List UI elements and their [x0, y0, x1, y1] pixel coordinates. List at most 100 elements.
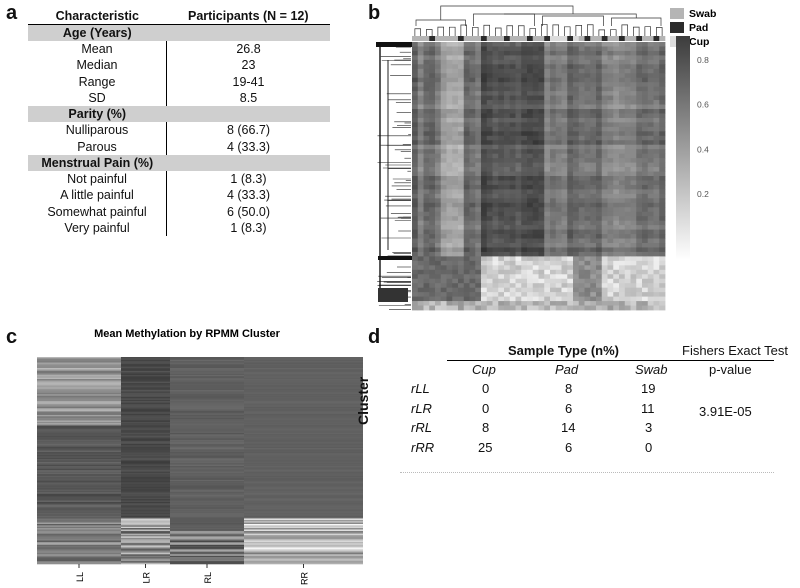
heatmap-cell — [630, 167, 637, 172]
heatmap-cell — [619, 144, 626, 150]
heatmap-cell — [452, 251, 459, 257]
heatmap-cell — [37, 468, 121, 471]
heatmap-cell — [440, 158, 447, 163]
heatmap-cell — [244, 485, 363, 488]
heatmap-cell — [653, 158, 660, 163]
heatmap-cell — [607, 207, 614, 213]
heatmap-cell — [515, 131, 522, 137]
heatmap-cell — [452, 91, 459, 96]
heatmap-cell — [630, 86, 637, 92]
heatmap-cell — [121, 428, 170, 431]
heatmap-cell — [532, 171, 539, 177]
heatmap-cell — [440, 55, 447, 61]
heatmap-cell — [492, 158, 499, 163]
heatmap-cell — [550, 109, 557, 114]
heatmap-cell — [532, 211, 539, 217]
heatmap-cell — [630, 158, 637, 163]
heatmap-cell — [590, 225, 597, 230]
heatmap-cell — [412, 278, 419, 284]
heatmap-cell — [463, 100, 470, 105]
heatmap-cell — [486, 176, 493, 181]
heatmap-cell — [659, 162, 666, 168]
heatmap-cell — [481, 135, 488, 141]
heatmap-cell — [170, 437, 244, 439]
heatmap-cell — [590, 167, 597, 172]
heatmap-cell — [521, 91, 528, 96]
heatmap-cell — [440, 301, 447, 306]
heatmap-cell — [37, 427, 121, 430]
heatmap-cell — [244, 430, 363, 432]
heatmap-cell — [573, 158, 580, 163]
heatmap-cell — [607, 243, 614, 248]
heatmap-cell — [498, 140, 505, 146]
section-label: Menstrual Pain (%) — [28, 154, 167, 171]
heatmap-cell — [653, 86, 660, 92]
heatmap-cell — [475, 305, 482, 311]
heatmap-cell — [435, 50, 442, 56]
heatmap-cell — [486, 153, 493, 159]
row-value: 4 (33.3) — [166, 138, 330, 155]
heatmap-cell — [170, 408, 244, 410]
heatmap-cell — [624, 104, 631, 110]
heatmap-cell — [573, 229, 580, 235]
header-rule — [447, 360, 672, 361]
heatmap-cell — [515, 180, 522, 186]
cluster-tick-label: RL — [203, 572, 213, 584]
heatmap-cell — [475, 225, 482, 230]
annotation-cell — [498, 36, 505, 41]
heatmap-cell — [170, 507, 244, 510]
heatmap-cell — [550, 207, 557, 213]
annotation-cell — [642, 36, 649, 41]
heatmap-cell — [544, 301, 551, 306]
dendrogram-branch — [552, 24, 559, 36]
heatmap-cell — [578, 140, 585, 146]
heatmap-cell — [527, 184, 534, 190]
heatmap-cell — [481, 220, 488, 226]
heatmap-cell — [538, 225, 545, 230]
heatmap-cell — [121, 499, 170, 501]
heatmap-cell — [584, 202, 591, 208]
heatmap-cell — [170, 511, 244, 514]
heatmap-cell — [555, 50, 562, 56]
heatmap-cell — [170, 373, 244, 376]
heatmap-cell — [121, 381, 170, 384]
heatmap-cell — [244, 403, 363, 406]
heatmap-cell — [498, 158, 505, 163]
heatmap-cell — [515, 265, 522, 271]
heatmap-cell — [37, 369, 121, 372]
heatmap-cell — [642, 135, 649, 141]
heatmap-cell — [613, 59, 620, 65]
heatmap-cell — [567, 113, 574, 119]
heatmap-cell — [498, 292, 505, 297]
heatmap-cell — [37, 358, 121, 361]
heatmap-cell — [578, 274, 585, 280]
heatmap-cell — [417, 109, 424, 114]
row-value: 6 (50.0) — [166, 203, 330, 220]
heatmap-cell — [653, 162, 660, 168]
heatmap-cell — [515, 73, 522, 79]
heatmap-cell — [653, 144, 660, 150]
heatmap-cell — [417, 301, 424, 306]
heatmap-cell — [509, 198, 516, 204]
heatmap-cell — [498, 149, 505, 155]
heatmap-cell — [642, 113, 649, 119]
heatmap-cell — [486, 140, 493, 146]
heatmap-cell — [440, 229, 447, 235]
heatmap-cell — [37, 467, 121, 470]
heatmap-cell — [452, 301, 459, 306]
heatmap-cell — [653, 176, 660, 181]
heatmap-cell — [596, 260, 603, 266]
heatmap-cell — [527, 131, 534, 137]
heatmap-cell — [423, 135, 430, 141]
heatmap-cell — [636, 135, 643, 141]
heatmap-cell — [37, 519, 121, 522]
heatmap-cell — [567, 243, 574, 248]
heatmap-cell — [37, 529, 121, 532]
dendrogram-branch — [472, 27, 479, 36]
heatmap-cell — [417, 91, 424, 96]
heatmap-cell — [561, 153, 568, 159]
heatmap-cell — [452, 64, 459, 70]
heatmap-cell — [596, 229, 603, 235]
heatmap-cell — [37, 410, 121, 413]
heatmap-cell — [121, 373, 170, 376]
